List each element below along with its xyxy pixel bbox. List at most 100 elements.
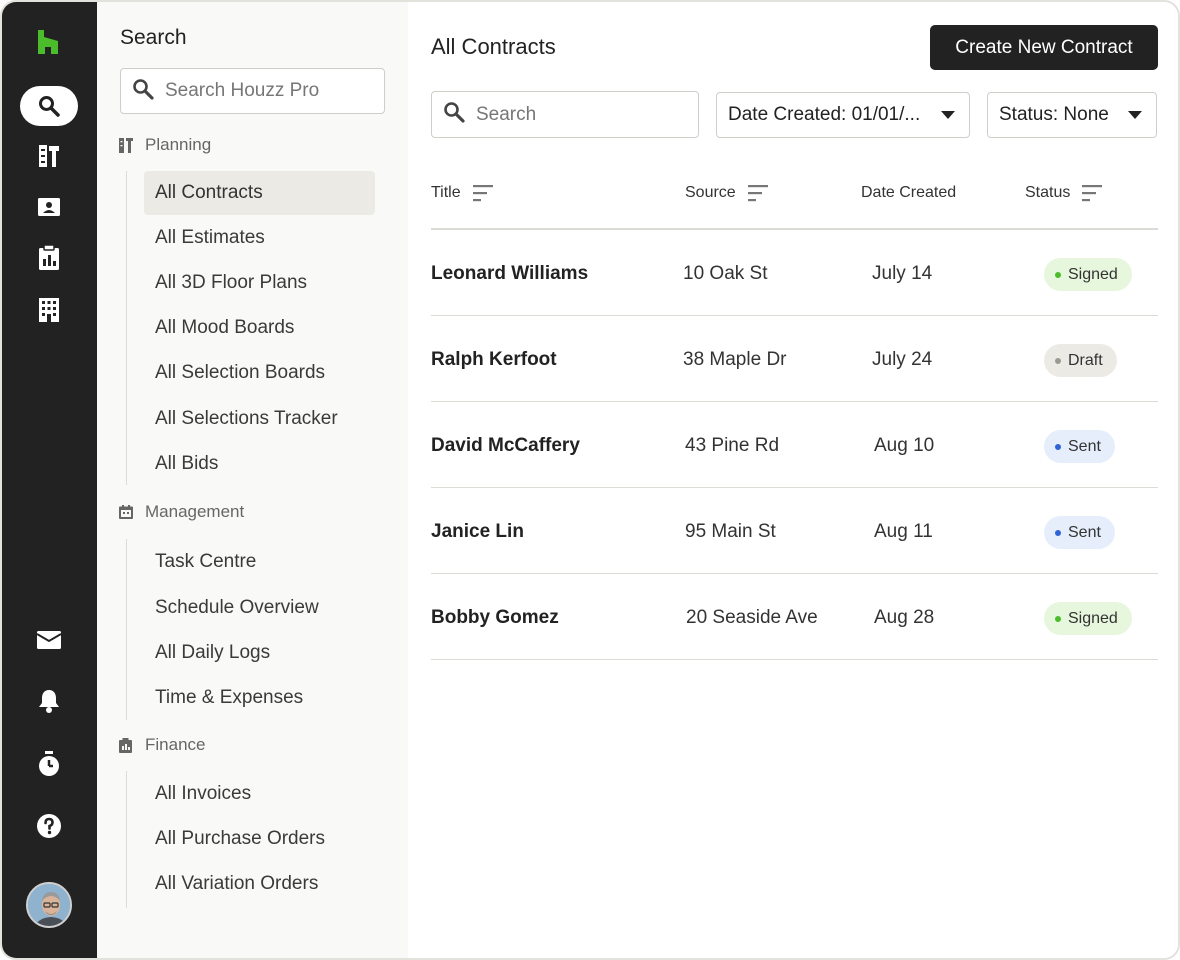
- section-header-management: Management: [119, 502, 244, 522]
- column-header-date-created[interactable]: Date Created: [861, 184, 956, 202]
- rail-notifications-button[interactable]: [20, 681, 78, 721]
- nav-item-schedule-overview[interactable]: Schedule Overview: [155, 597, 319, 618]
- contract-source: 38 Maple Dr: [683, 349, 787, 370]
- contracts-search-input[interactable]: Search: [431, 91, 699, 138]
- contract-date: Aug 10: [874, 435, 935, 456]
- column-label: Status: [1025, 184, 1071, 201]
- user-avatar[interactable]: [26, 882, 72, 928]
- status-badge: Signed: [1044, 602, 1132, 635]
- contract-source: 95 Main St: [685, 521, 776, 542]
- date-created-filter[interactable]: Date Created: 01/01/...: [716, 92, 970, 138]
- contract-date: Aug 11: [874, 521, 933, 542]
- sort-icon: [472, 184, 493, 202]
- date-filter-value: Date Created: 01/01/...: [728, 104, 921, 125]
- subnav-title: Search: [120, 26, 187, 49]
- chevron-down-icon: [941, 111, 955, 119]
- nav-item-all-estimates[interactable]: All Estimates: [155, 227, 265, 248]
- status-badge: Sent: [1044, 516, 1115, 549]
- clipboard-chart-icon: [119, 737, 133, 753]
- chevron-down-icon: [1128, 111, 1142, 119]
- tools-icon: [119, 137, 133, 153]
- timer-icon: [37, 751, 61, 777]
- status-badge: Sent: [1044, 430, 1115, 463]
- rail-search-button[interactable]: [20, 86, 78, 126]
- status-badge: Signed: [1044, 258, 1132, 291]
- rail-inbox-button[interactable]: [20, 620, 78, 660]
- sort-icon: [747, 184, 768, 202]
- nav-item-all-invoices[interactable]: All Invoices: [155, 783, 252, 804]
- contract-date: Aug 28: [874, 607, 935, 628]
- nav-item-all-contracts[interactable]: All Contracts: [144, 171, 375, 215]
- nav-item-all-variation-orders[interactable]: All Variation Orders: [155, 873, 319, 894]
- bell-icon: [37, 688, 61, 714]
- table-row[interactable]: Leonard Williams 10 Oak St July 14 Signe…: [431, 230, 1158, 316]
- create-contract-button[interactable]: Create New Contract: [930, 25, 1158, 70]
- nav-item-all-selections-tracker[interactable]: All Selections Tracker: [155, 408, 338, 429]
- nav-item-all-bids[interactable]: All Bids: [155, 453, 219, 474]
- status-filter-value: Status: None: [999, 104, 1109, 125]
- rail-projects-button[interactable]: [20, 136, 78, 176]
- subnav-search-input[interactable]: Search Houzz Pro: [120, 68, 385, 114]
- contract-date: July 24: [872, 349, 933, 370]
- main-content: All Contracts Create New Contract Search…: [408, 2, 1178, 958]
- status-dot: [1055, 443, 1061, 450]
- contract-source: 20 Seaside Ave: [686, 607, 818, 628]
- secondary-nav: Search Search Houzz Pro Planning All Con…: [97, 2, 408, 958]
- section-header-planning: Planning: [119, 135, 211, 155]
- column-header-source[interactable]: Source: [685, 184, 768, 202]
- status-filter[interactable]: Status: None: [987, 92, 1157, 138]
- nav-item-all-purchase-orders[interactable]: All Purchase Orders: [155, 828, 326, 849]
- calendar-icon: [119, 505, 133, 519]
- contract-date: July 14: [872, 263, 933, 284]
- houzz-logo-icon[interactable]: [35, 29, 61, 55]
- status-dot: [1055, 357, 1061, 364]
- status-label: Signed: [1068, 609, 1118, 627]
- management-group: Task Centre Schedule Overview All Daily …: [126, 539, 319, 720]
- nav-item-all-mood-boards[interactable]: All Mood Boards: [155, 317, 295, 338]
- contract-title: David McCaffery: [431, 435, 580, 456]
- section-label: Planning: [145, 135, 212, 154]
- mail-icon: [36, 630, 62, 650]
- status-dot: [1055, 615, 1061, 622]
- nav-item-all-daily-logs[interactable]: All Daily Logs: [155, 642, 271, 663]
- page-title: All Contracts: [431, 34, 556, 59]
- contract-title: Ralph Kerfoot: [431, 349, 557, 370]
- nav-item-time-expenses[interactable]: Time & Expenses: [155, 687, 304, 708]
- table-row[interactable]: Janice Lin 95 Main St Aug 11 Sent: [431, 488, 1158, 574]
- rail-timer-button[interactable]: [20, 744, 78, 784]
- contract-source: 43 Pine Rd: [685, 435, 780, 456]
- rail-contacts-button[interactable]: [20, 187, 78, 227]
- table-row[interactable]: Bobby Gomez 20 Seaside Ave Aug 28 Signed: [431, 574, 1158, 660]
- contract-source: 10 Oak St: [683, 263, 768, 284]
- search-icon: [442, 100, 466, 129]
- planning-group: All Contracts All Estimates All 3D Floor…: [126, 171, 375, 485]
- table-header-divider: [431, 228, 1158, 230]
- building-icon: [38, 297, 60, 323]
- status-badge: Draft: [1044, 344, 1117, 377]
- status-label: Sent: [1068, 437, 1101, 455]
- column-header-title[interactable]: Title: [431, 184, 493, 202]
- column-label: Source: [685, 184, 736, 201]
- status-dot: [1055, 529, 1061, 536]
- subnav-search-placeholder: Search Houzz Pro: [165, 80, 320, 101]
- column-header-status[interactable]: Status: [1025, 184, 1103, 202]
- contracts-search-placeholder: Search: [476, 103, 537, 125]
- rail-company-button[interactable]: [20, 290, 78, 330]
- status-label: Sent: [1068, 523, 1101, 541]
- column-label: Title: [431, 184, 461, 201]
- nav-item-task-centre[interactable]: Task Centre: [155, 551, 257, 572]
- nav-item-all-3d-floor-plans[interactable]: All 3D Floor Plans: [155, 272, 308, 293]
- status-dot: [1055, 271, 1061, 278]
- nav-item-all-selection-boards[interactable]: All Selection Boards: [155, 362, 326, 383]
- contract-title: Janice Lin: [431, 521, 524, 542]
- table-row[interactable]: David McCaffery 43 Pine Rd Aug 10 Sent: [431, 402, 1158, 488]
- rail-reports-button[interactable]: [20, 238, 78, 278]
- search-icon: [131, 77, 155, 106]
- column-label: Date Created: [861, 184, 957, 201]
- tools-icon: [37, 143, 61, 169]
- status-label: Draft: [1068, 351, 1103, 369]
- sort-icon: [1082, 184, 1103, 202]
- table-row[interactable]: Ralph Kerfoot 38 Maple Dr July 24 Draft: [431, 316, 1158, 402]
- rail-help-button[interactable]: [20, 806, 78, 846]
